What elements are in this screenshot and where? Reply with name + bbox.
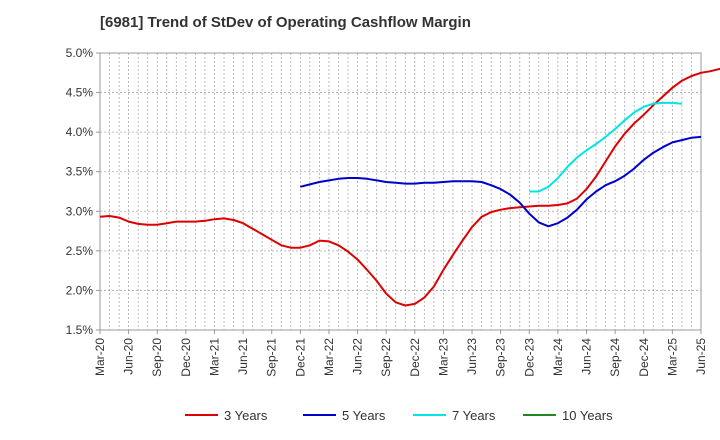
x-tick-label: Dec-20	[179, 338, 193, 377]
x-tick-label: Mar-21	[207, 338, 221, 376]
y-tick-label: 1.5%	[66, 323, 94, 337]
x-tick-label: Mar-20	[93, 338, 107, 376]
x-tick-label: Sep-23	[494, 338, 508, 377]
chart-title: [6981] Trend of StDev of Operating Cashf…	[100, 14, 471, 31]
series-line-3-years	[99, 67, 720, 307]
legend-label: 5 Years	[342, 408, 386, 423]
y-tick-label: 5.0%	[66, 46, 94, 60]
x-tick-label: Sep-22	[379, 338, 393, 377]
x-tick-label: Jun-25	[694, 338, 708, 375]
x-tick-label: Dec-22	[408, 338, 422, 377]
grid	[100, 53, 701, 330]
y-axis: 1.5% 2.0% 2.5% 3.0% 3.5% 4.0% 4.5% 5.0%	[66, 46, 100, 337]
legend-label: 3 Years	[224, 408, 268, 423]
x-tick-label: Jun-20	[122, 338, 136, 375]
legend-label: 7 Years	[452, 408, 496, 423]
y-tick-label: 4.0%	[66, 125, 94, 139]
x-tick-label: Mar-24	[551, 338, 565, 376]
x-tick-label: Jun-21	[236, 338, 250, 375]
x-tick-label: Sep-20	[150, 338, 164, 377]
x-tick-label: Mar-23	[436, 338, 450, 376]
y-tick-label: 2.5%	[66, 244, 94, 258]
y-tick-label: 4.5%	[66, 86, 94, 100]
x-tick-label: Jun-22	[351, 338, 365, 375]
legend-label: 10 Years	[562, 408, 613, 423]
x-tick-label: Mar-25	[665, 338, 679, 376]
y-tick-label: 3.5%	[66, 165, 94, 179]
series-lines	[99, 67, 720, 307]
x-tick-label: Mar-22	[322, 338, 336, 376]
legend: 3 Years 5 Years 7 Years 10 Years	[185, 408, 613, 423]
x-axis: Mar-20 Jun-20 Sep-20 Dec-20 Mar-21 Jun-21 Sep-…	[93, 330, 708, 377]
x-tick-label: Dec-21	[293, 338, 307, 377]
x-tick-label: Jun-24	[580, 338, 594, 375]
y-tick-label: 2.0%	[66, 283, 94, 297]
series-line-7-years	[529, 101, 682, 193]
x-tick-label: Sep-21	[265, 338, 279, 377]
x-tick-label: Dec-24	[637, 338, 651, 377]
x-tick-label: Sep-24	[608, 338, 622, 377]
plot-area	[99, 52, 702, 331]
x-tick-label: Jun-23	[465, 338, 479, 375]
x-tick-label: Dec-23	[522, 338, 536, 377]
series-line-5-years	[300, 135, 702, 228]
y-tick-label: 3.0%	[66, 204, 94, 218]
